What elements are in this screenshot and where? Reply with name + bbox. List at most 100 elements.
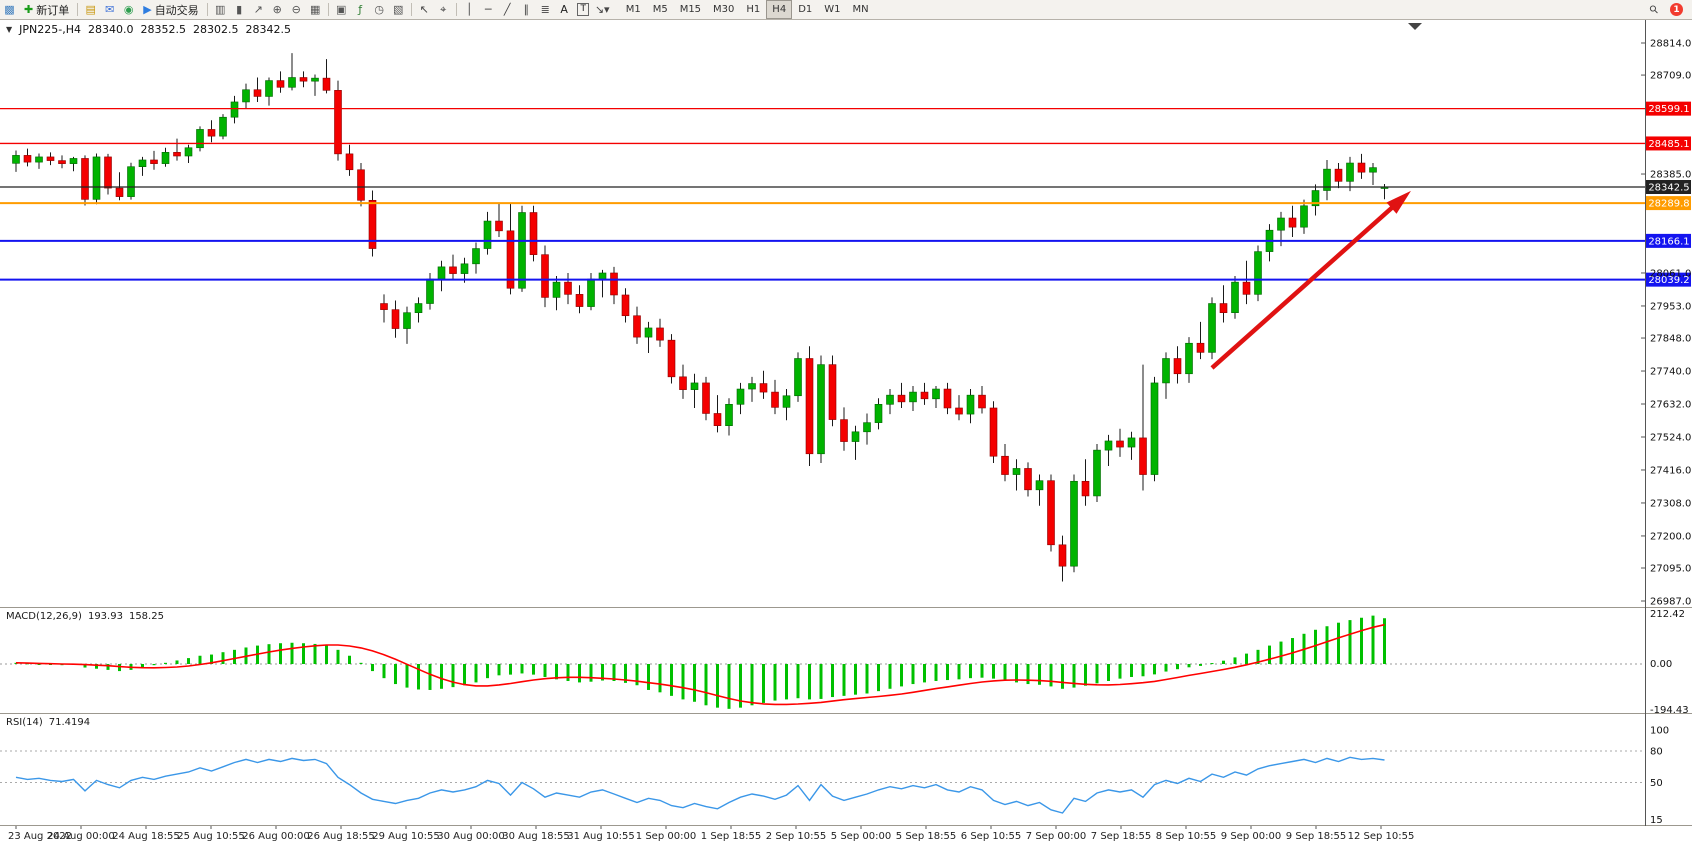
price-badge [1646, 180, 1691, 195]
new-order-button[interactable]: ✚ 新订单 [24, 3, 70, 17]
chart-shift-icon[interactable] [1408, 23, 1422, 30]
timeframe-d1-button[interactable]: D1 [798, 4, 813, 15]
candle [886, 389, 894, 415]
price-tick-label: 28814.0 [1650, 39, 1691, 50]
price-badge-label: 28342.5 [1648, 183, 1689, 194]
candle [667, 334, 676, 384]
price-badge-label: 28599.1 [1648, 104, 1689, 115]
time-axis-label: 29 Aug 10:55 [372, 831, 439, 842]
text-label-tool-icon[interactable]: T [574, 0, 593, 19]
candle [575, 285, 584, 314]
rsi-axis-label: 100 [1650, 726, 1669, 737]
candle [1012, 459, 1021, 491]
candle [196, 126, 204, 152]
channel-icon[interactable]: ∥ [523, 3, 529, 16]
candle [598, 269, 607, 298]
rsi-header: RSI(14) 71.4194 [6, 717, 90, 728]
price-badge [1646, 196, 1691, 211]
candle [1208, 297, 1216, 360]
bar-chart-mode-icon[interactable]: ▥ [214, 3, 226, 16]
candle [437, 260, 446, 292]
candle [920, 382, 929, 405]
price-tick-label: 28385.0 [1650, 170, 1691, 181]
periods-icon[interactable]: ◷ [374, 3, 384, 16]
timeframe-m15-button[interactable]: M15 [679, 4, 702, 15]
candle [81, 155, 89, 206]
community-icon[interactable]: ◉ [123, 3, 134, 16]
candlestick-mode-icon[interactable]: ▮ [236, 3, 243, 16]
candle [265, 77, 273, 106]
candle [357, 163, 365, 207]
candle [58, 155, 66, 169]
search-icon[interactable]: ⚲ [1647, 2, 1662, 17]
candle [713, 395, 722, 433]
candle [736, 382, 745, 415]
trendline-icon[interactable]: ╱ [503, 3, 511, 16]
time-axis-label: 1 Sep 18:55 [701, 831, 761, 842]
macd-axis-label: 0.00 [1650, 659, 1672, 670]
candle [633, 306, 641, 344]
horizontal-line-icon[interactable]: ─ [484, 3, 492, 16]
timeframe-m5-button[interactable]: M5 [652, 4, 668, 15]
vertical-line-icon[interactable]: │ [465, 3, 473, 16]
arrow-tools-icon[interactable]: ↘▾ [594, 3, 610, 16]
zoom-in-icon[interactable]: ⊕ [272, 3, 282, 16]
timeframe-m1-button[interactable]: M1 [625, 4, 641, 15]
candle [334, 80, 342, 161]
candle [1254, 245, 1262, 302]
new-chart-icon[interactable]: ▣ [335, 3, 347, 16]
candle [184, 144, 193, 164]
candle [299, 71, 308, 88]
candle [564, 272, 572, 305]
app-chart-icon[interactable]: ▩ [4, 3, 15, 16]
macd-main-value: 193.93 [87, 611, 123, 622]
candle [978, 385, 986, 414]
price-tick-label: 27524.0 [1650, 432, 1691, 443]
time-axis-label: 6 Sep 10:55 [961, 831, 1021, 842]
candle [92, 153, 101, 205]
rsi-label: RSI(14) [6, 717, 43, 728]
crosshair-icon[interactable]: ⌖ [440, 3, 447, 16]
toolbar-separator [455, 3, 457, 16]
candle [1001, 444, 1009, 482]
macd-axis-label: 212.42 [1650, 609, 1685, 620]
notification-badge[interactable]: 1 [1670, 3, 1683, 16]
candle [35, 153, 43, 169]
timeframe-h4-button[interactable]: H4 [766, 0, 793, 19]
candle [403, 306, 411, 344]
candle [150, 150, 158, 170]
candle [1323, 159, 1331, 201]
candle [1150, 376, 1159, 482]
wallet-icon[interactable]: ▤ [85, 3, 96, 16]
tile-windows-icon[interactable]: ▦ [309, 3, 321, 16]
candle [1185, 337, 1193, 383]
candle [242, 83, 250, 109]
candle [621, 288, 630, 323]
zoom-out-icon[interactable]: ⊖ [291, 3, 301, 16]
timeframe-h1-button[interactable]: H1 [746, 4, 761, 15]
trend-arrow[interactable] [1210, 203, 1397, 370]
candle [161, 147, 170, 167]
auto-trading-button[interactable]: ▶ 自动交易 [143, 3, 199, 17]
chat-icon[interactable]: ✉ [105, 3, 115, 16]
candle [253, 77, 262, 102]
time-axis-label: 25 Aug 10:55 [177, 831, 244, 842]
time-axis-label: 24 Aug 00:00 [47, 831, 114, 842]
indicators-icon[interactable]: ƒ [358, 3, 363, 16]
timeframe-mn-button[interactable]: MN [852, 4, 869, 15]
timeframe-m30-button[interactable]: M30 [713, 4, 735, 15]
candle [46, 152, 55, 166]
symbol-period-label: JPN225-,H4 [19, 23, 81, 36]
line-chart-mode-icon[interactable]: ↗ [253, 3, 263, 16]
candle [1070, 474, 1078, 573]
cursor-icon[interactable]: ↖ [419, 3, 429, 16]
templates-icon[interactable]: ▧ [392, 3, 404, 16]
text-tool-icon[interactable]: A [560, 3, 568, 16]
price-badge-label: 28289.8 [1648, 199, 1689, 210]
symbol-dropdown-icon[interactable]: ▼ [6, 25, 13, 34]
timeframe-w1-button[interactable]: W1 [824, 4, 841, 15]
fibonacci-icon[interactable]: ≣ [540, 3, 550, 16]
rsi-axis-label: 15 [1650, 815, 1663, 826]
